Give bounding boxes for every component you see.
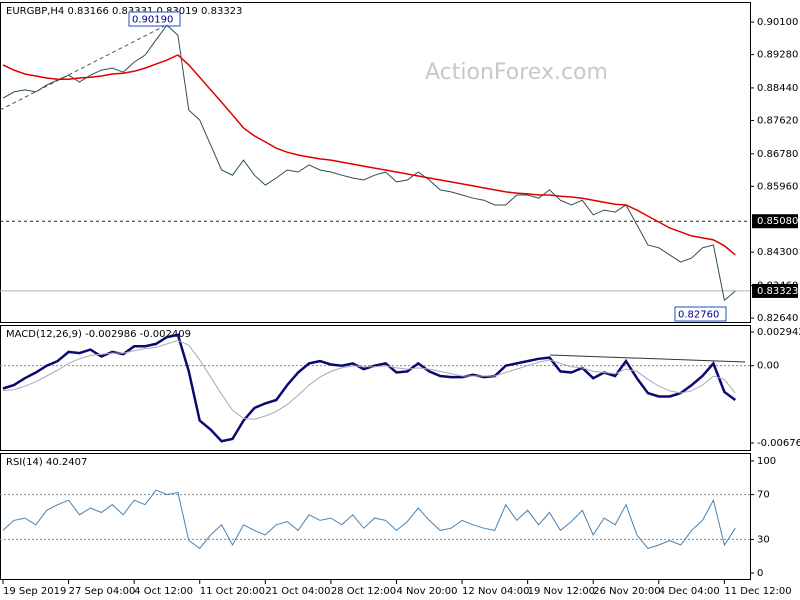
x-tick-label: 28 Oct 12:00: [331, 586, 396, 597]
trend-line: [0, 17, 181, 111]
annotation: 0.82760: [678, 310, 719, 321]
x-tick-label: 27 Sep 04:00: [69, 586, 136, 597]
x-tick-label: 26 Nov 20:00: [593, 586, 660, 597]
x-tick-label: 11 Dec 12:00: [724, 586, 791, 597]
series-line: [2, 54, 736, 256]
annotation-box: [128, 11, 181, 27]
y-tick-label: 0.86780: [757, 149, 798, 160]
x-tick-label: 4 Oct 12:00: [134, 586, 193, 597]
y-tick-label: 100: [757, 456, 776, 467]
series-line: [2, 489, 736, 550]
x-tick-label: 21 Oct 04:00: [265, 586, 330, 597]
y-tick-label: 0.89280: [757, 50, 798, 61]
y-tick-label: 0.002942: [757, 327, 800, 338]
y-tick-label: 70: [757, 490, 770, 501]
level-label: 0.85080: [757, 216, 798, 227]
x-tick-label: 11 Oct 20:00: [200, 586, 265, 597]
x-tick-label: 19 Nov 12:00: [528, 586, 595, 597]
y-tick-label: 0: [757, 568, 763, 579]
macd-panel: [0, 325, 751, 451]
last-price-label: 0.83323: [757, 286, 798, 297]
annotation: 0.90190: [132, 15, 173, 26]
chart-title: EURGBP,H4 0.83166 0.83331 0.83019 0.8332…: [6, 6, 242, 17]
rsi-panel: [0, 453, 751, 580]
level-label-box: [752, 214, 798, 229]
y-tick-label: 30: [757, 534, 770, 545]
y-tick-label: 0.85960: [757, 181, 798, 192]
macd-trend-line: [549, 354, 746, 363]
last-price-box: [752, 283, 798, 298]
y-tick-label: 0.90100: [757, 17, 798, 28]
watermark: ActionForex.com: [425, 60, 608, 85]
x-tick-label: 19 Sep 2019: [3, 586, 66, 597]
macd-title: MACD(12,26,9) -0.002986 -0.002409: [6, 329, 191, 340]
y-tick-label: 0.84300: [757, 247, 798, 258]
price-panel: [0, 2, 751, 323]
series-line: [2, 339, 736, 420]
x-tick-label: 4 Nov 20:00: [396, 586, 457, 597]
x-tick-label: 4 Dec 04:00: [659, 586, 720, 597]
y-tick-label: 0.87620: [757, 115, 798, 126]
y-tick-label: 0.82640: [757, 313, 798, 324]
x-tick-label: 12 Nov 04:00: [462, 586, 529, 597]
series-line: [2, 24, 736, 302]
y-tick-label: 0.00: [757, 361, 779, 372]
annotation-box: [674, 306, 727, 322]
rsi-title: RSI(14) 40.2407: [6, 457, 87, 468]
y-tick-label: 0.88440: [757, 83, 798, 94]
